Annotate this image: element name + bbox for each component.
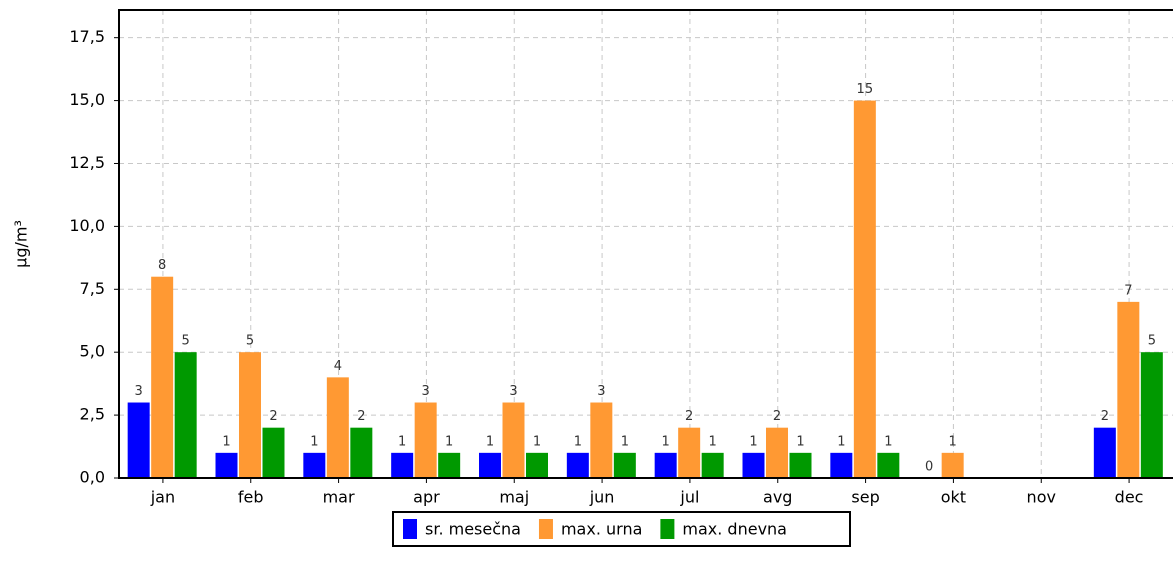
value-label: 2 [685, 409, 693, 424]
bar [174, 352, 197, 478]
y-tick-label: 5,0 [80, 342, 105, 361]
bar [941, 452, 964, 478]
value-label: 2 [773, 409, 781, 424]
y-tick-label: 0,0 [80, 468, 105, 487]
value-label: 2 [269, 409, 277, 424]
y-axis-label: µg/m³ [12, 220, 31, 268]
bar [526, 452, 548, 478]
value-label: 1 [796, 434, 804, 449]
value-label: 1 [949, 434, 957, 449]
bar [479, 452, 501, 478]
y-tick-label: 15,0 [69, 90, 105, 109]
value-label: 4 [334, 359, 342, 374]
bar [877, 452, 900, 478]
legend-swatch [538, 519, 553, 539]
y-tick-label: 12,5 [69, 153, 105, 172]
value-label: 1 [533, 434, 541, 449]
bar [678, 427, 701, 478]
value-label: 5 [1148, 334, 1156, 349]
value-label: 1 [837, 434, 845, 449]
value-label: 3 [135, 384, 143, 399]
bar [303, 452, 326, 478]
value-label: 1 [621, 434, 629, 449]
value-label: 3 [509, 384, 517, 399]
value-label: 1 [398, 434, 406, 449]
bar [239, 352, 261, 478]
x-tick-label: okt [941, 488, 966, 507]
x-tick-label: feb [238, 488, 264, 507]
bar [350, 427, 373, 478]
y-tick-label: 10,0 [69, 216, 105, 235]
value-label: 3 [422, 384, 430, 399]
bar [1093, 427, 1116, 478]
value-label: 1 [709, 434, 717, 449]
value-label: 1 [662, 434, 670, 449]
y-tick-label: 17,5 [69, 27, 105, 46]
value-label: 3 [597, 384, 605, 399]
value-label: 15 [857, 82, 874, 97]
bar [1117, 301, 1140, 478]
value-label: 8 [158, 258, 166, 273]
bar [766, 427, 788, 478]
bar [502, 402, 525, 478]
plot-frame [118, 9, 1173, 479]
legend-swatch [403, 519, 417, 539]
bar [566, 452, 589, 478]
value-label: 2 [1101, 409, 1109, 424]
bar [262, 427, 285, 478]
value-label: 2 [357, 409, 365, 424]
value-label: 1 [445, 434, 453, 449]
x-tick-label: maj [499, 488, 529, 507]
value-label: 1 [574, 434, 582, 449]
bar [654, 452, 677, 478]
legend-frame [392, 511, 851, 547]
x-tick-label: jul [679, 488, 699, 507]
legend-swatch [660, 519, 675, 539]
bar [742, 452, 765, 478]
value-label: 0 [925, 460, 933, 475]
bar [326, 377, 349, 478]
legend-label: sr. mesečna [425, 520, 521, 539]
bar [438, 452, 461, 478]
bar [853, 100, 876, 479]
bar [1140, 352, 1163, 478]
value-label: 1 [749, 434, 757, 449]
x-tick-label: jan [150, 488, 175, 507]
y-tick-label: 2,5 [80, 405, 105, 424]
bar [789, 452, 812, 478]
x-tick-label: apr [413, 488, 440, 507]
legend-label: max. dnevna [682, 520, 787, 539]
x-tick-label: mar [323, 488, 355, 507]
bar [590, 402, 613, 478]
value-label: 7 [1124, 283, 1132, 298]
value-label: 5 [182, 334, 190, 349]
bar [151, 276, 174, 478]
value-label: 5 [246, 334, 254, 349]
y-tick-label: 7,5 [80, 279, 105, 298]
bar [701, 452, 724, 478]
x-tick-label: avg [763, 488, 792, 507]
value-label: 1 [486, 434, 494, 449]
value-label: 1 [310, 434, 318, 449]
bar [830, 452, 853, 478]
bar [613, 452, 636, 478]
value-label: 1 [222, 434, 230, 449]
bar [391, 452, 414, 478]
legend-label: max. urna [561, 520, 642, 539]
bar [414, 402, 437, 478]
x-tick-label: dec [1115, 488, 1144, 507]
x-tick-label: sep [851, 488, 879, 507]
legend: sr. mesečna max. urna max. dnevna [392, 511, 851, 547]
x-tick-label: nov [1027, 488, 1056, 507]
bar [127, 402, 150, 478]
x-tick-label: jun [589, 488, 615, 507]
bar [215, 452, 238, 478]
value-label: 1 [884, 434, 892, 449]
